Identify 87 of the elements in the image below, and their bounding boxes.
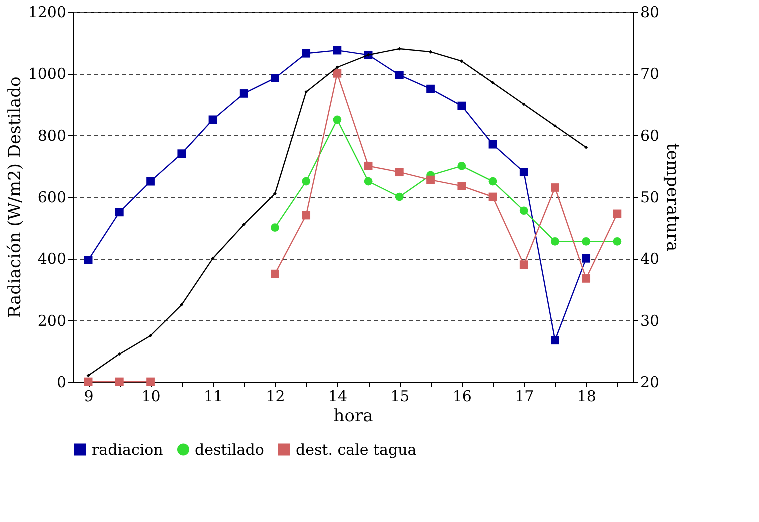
point — [271, 74, 280, 82]
point — [582, 254, 591, 263]
y-tick-label: 800 — [38, 126, 66, 145]
point — [333, 46, 342, 55]
point — [271, 270, 280, 278]
point — [551, 238, 560, 246]
y-tick-label: 0 — [56, 374, 66, 392]
point — [426, 84, 435, 94]
point — [333, 69, 342, 78]
point — [551, 184, 560, 192]
point — [242, 223, 246, 226]
point — [146, 378, 155, 386]
x-tick-label: 15 — [390, 388, 410, 406]
point — [520, 206, 528, 216]
point — [582, 238, 591, 246]
point — [426, 176, 435, 184]
point — [582, 274, 591, 283]
point — [115, 208, 124, 217]
point — [613, 210, 622, 218]
point — [149, 334, 153, 338]
point — [84, 256, 93, 264]
point — [398, 47, 402, 51]
point — [395, 71, 404, 80]
y-tick-label: 600 — [38, 188, 66, 206]
point — [302, 211, 311, 220]
y-tick-label: 400 — [38, 250, 66, 268]
point — [520, 260, 528, 270]
point — [86, 374, 90, 378]
point — [460, 60, 464, 64]
x-tick-label: 18 — [577, 388, 596, 406]
point — [458, 182, 466, 190]
point — [208, 116, 218, 124]
point — [240, 90, 248, 98]
point — [520, 168, 528, 177]
y-tick-label: 1200 — [28, 4, 66, 22]
point — [488, 140, 498, 149]
point — [273, 192, 277, 196]
x-tick-label: 12 — [266, 388, 286, 406]
y2-axis-title: temperatura — [662, 143, 683, 252]
x-tick-label: 17 — [515, 388, 534, 406]
point — [491, 81, 495, 85]
point — [458, 162, 466, 170]
y2-tick-label: 20 — [640, 374, 660, 392]
x-tick-label: 16 — [452, 388, 472, 406]
point — [395, 168, 404, 177]
y-tick-label: 1000 — [28, 65, 66, 84]
point — [333, 116, 342, 124]
legend-label: radiacion — [92, 440, 164, 459]
point — [115, 378, 124, 386]
point — [522, 102, 526, 106]
point — [118, 352, 122, 356]
legend-label: dest. cale tagua — [296, 440, 417, 459]
point — [584, 146, 588, 150]
y2-tick-label: 30 — [640, 312, 660, 330]
point — [551, 336, 560, 345]
point — [84, 378, 93, 386]
legend-label: destilado — [195, 440, 264, 459]
point — [302, 177, 311, 186]
point — [488, 177, 498, 186]
y2-tick-label: 70 — [640, 65, 660, 84]
point — [211, 256, 215, 260]
x-tick-label: 11 — [204, 388, 224, 406]
point — [178, 150, 186, 158]
point — [146, 177, 155, 186]
x-tick-label: 10 — [142, 388, 161, 406]
point — [271, 224, 280, 232]
y-tick-label: 200 — [38, 312, 66, 330]
y-axis-title: Radiación (W/m2) Destilado — [5, 76, 26, 318]
y2-tick-label: 60 — [640, 126, 660, 145]
point — [553, 124, 557, 128]
x-tick-label: 14 — [328, 388, 348, 406]
point — [364, 162, 373, 170]
point — [395, 192, 404, 202]
y2-tick-label: 50 — [640, 188, 660, 206]
x-tick-label: 9 — [84, 388, 94, 406]
point — [429, 50, 433, 54]
point — [302, 49, 311, 58]
y2-tick-label: 40 — [640, 250, 660, 268]
point — [488, 192, 498, 202]
point — [364, 177, 373, 186]
y2-tick-label: 80 — [640, 4, 660, 22]
point — [180, 303, 184, 307]
point — [304, 90, 308, 94]
point — [336, 66, 340, 70]
x-axis-title: hora — [334, 406, 374, 426]
point — [613, 238, 622, 246]
point — [458, 102, 466, 110]
